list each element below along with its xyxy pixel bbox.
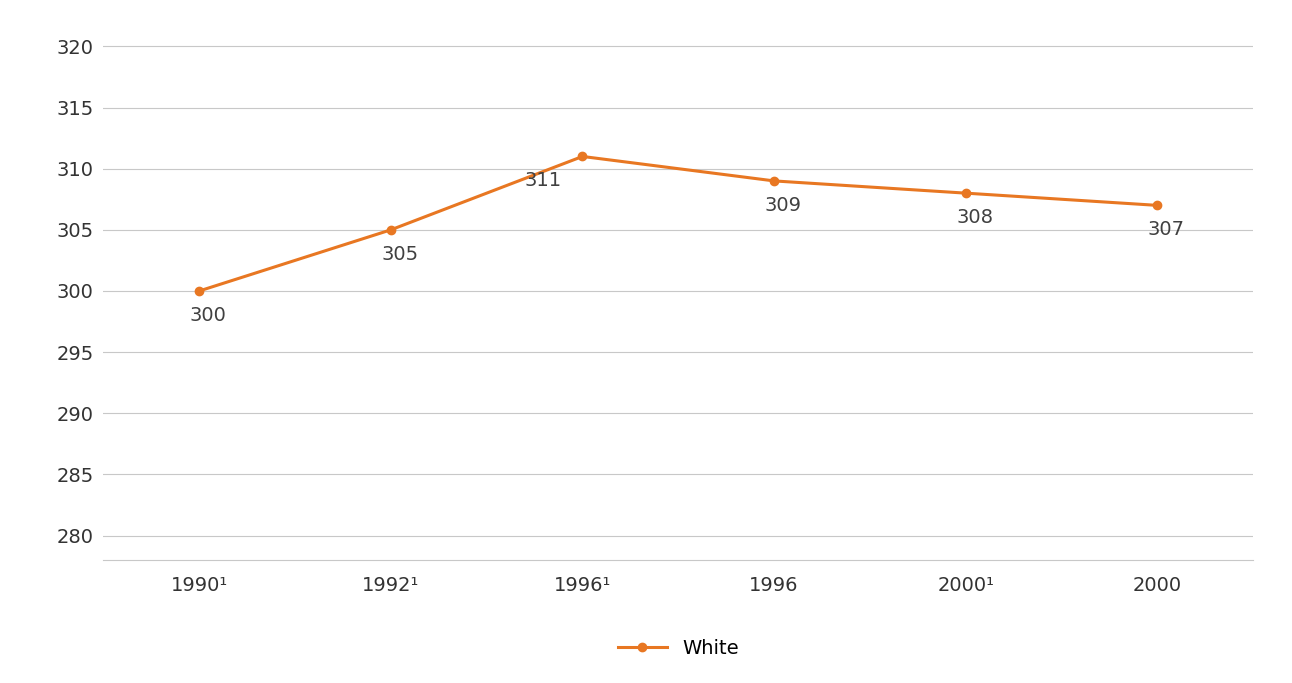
White [575, 152, 590, 161]
Text: 308: 308 [956, 208, 994, 227]
White [959, 189, 974, 197]
White [191, 287, 207, 295]
White [1150, 201, 1165, 210]
White [384, 226, 399, 234]
Text: 311: 311 [525, 171, 562, 190]
Legend: White: White [610, 631, 747, 666]
Text: 300: 300 [190, 306, 226, 324]
Line: White: White [195, 152, 1162, 295]
Text: 307: 307 [1147, 220, 1185, 239]
Text: 309: 309 [765, 195, 801, 214]
Text: 305: 305 [381, 245, 419, 264]
White [766, 177, 782, 185]
